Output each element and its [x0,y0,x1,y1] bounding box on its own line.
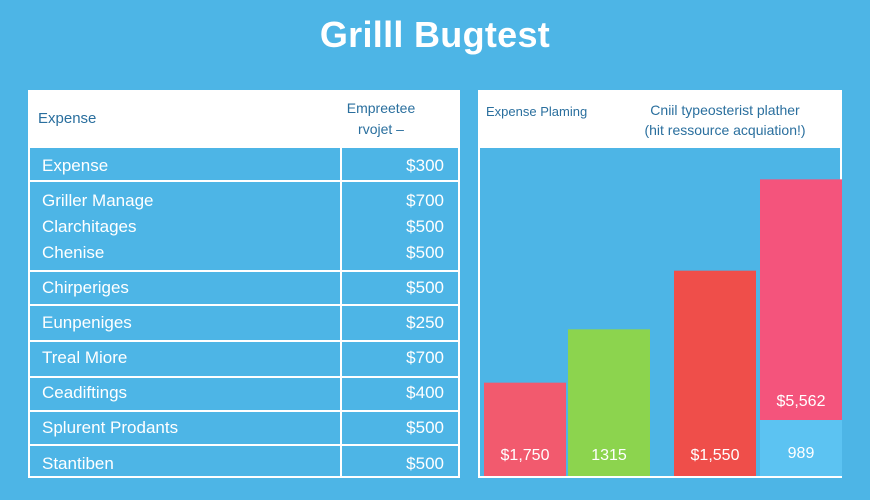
bar-3-lower [760,420,842,476]
header-project-line1: Empreetee [346,100,416,116]
bar-plot: $1,750 1315 $1,550 $5,562 989 [478,146,842,478]
header-project: Empreetee rvojet – [326,98,436,140]
table-header: Expense Empreetee rvojet – [30,92,458,148]
chart-header-right: Cniil typeosterist plather (hit ressourc… [620,100,830,140]
row-value-9: $500 [406,454,444,473]
row-value-6: $700 [406,348,444,367]
row-value-3: $500 [406,243,444,262]
row-label-6: Treal Miore [42,348,128,367]
row-value-4: $500 [406,278,444,297]
row-value-1: $700 [406,191,444,210]
header-project-line2: rvojet – [358,121,404,137]
row-divider [30,376,458,378]
row-label-7: Ceadiftings [42,383,128,402]
bar-2 [674,270,756,476]
row-divider [30,340,458,342]
row-label-0: Expense [42,156,109,175]
row-label-2: Clarchitages [42,217,137,236]
row-divider [30,410,458,412]
bar-3 [760,179,842,420]
row-label-4: Chirperiges [42,278,129,297]
chart-header-right-line1: Cniil typeosterist plather [650,102,800,118]
row-label-9: Stantiben [42,454,114,473]
row-divider [30,180,458,182]
row-label-1: Griller Manage [42,191,154,210]
chart-header-left: Expense Plaming [486,104,588,119]
bar-2-label: $1,550 [691,447,740,464]
row-divider [30,304,458,306]
row-value-0: $300 [406,156,444,175]
row-value-2: $500 [406,217,444,236]
row-value-5: $250 [406,313,444,332]
row-value-7: $400 [406,383,444,402]
bar-0 [484,382,566,476]
chart-panel: Expense Plaming Cniil typeosterist plath… [478,90,842,478]
row-label-8: Splurent Prodants [42,418,179,437]
chart-header-right-line2: (hit ressource acquiation!) [644,122,806,138]
bar-3-lower-label: 989 [788,445,815,462]
bar-1-label: 1315 [591,447,627,464]
chart-header: Expense Plaming Cniil typeosterist plath… [480,92,840,148]
bar-1 [568,329,650,476]
row-label-3: Chenise [42,243,105,262]
page-title: Grilll Bugtest [319,14,551,55]
expense-table: Expense Empreetee rvojet – Expense $300 … [28,90,460,478]
bar-0-label: $1,750 [501,447,550,464]
row-divider [30,444,458,446]
row-divider [30,270,458,272]
row-value-8: $500 [406,418,444,437]
column-divider [340,148,342,478]
bar-3-label: $5,562 [777,393,826,410]
bar-chart-svg: $1,750 1315 $1,550 $5,562 989 [484,179,842,476]
header-expense: Expense [38,110,97,127]
row-label-5: Eunpeniges [42,313,132,332]
